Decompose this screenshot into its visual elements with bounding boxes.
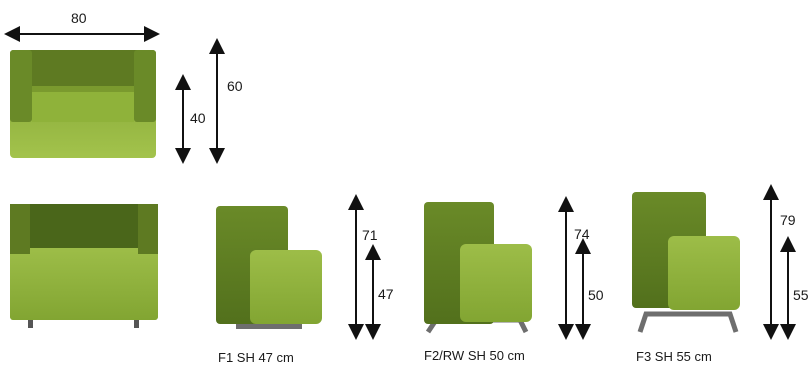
- f3-seat-label: 55: [793, 287, 809, 303]
- f1-seat-label: 47: [378, 286, 394, 302]
- chair-f2-side: [424, 202, 532, 334]
- chair-front-view: [10, 204, 158, 328]
- f1-caption: F1 SH 47 cm: [218, 350, 294, 365]
- f2-caption: F2/RW SH 50 cm: [424, 348, 525, 363]
- chair-top-view: [10, 50, 156, 158]
- chair-f1-side: [216, 206, 322, 329]
- chair-f3-side: [632, 192, 740, 333]
- top-inner-depth-label: 40: [190, 110, 206, 126]
- f2-height-label: 74: [574, 226, 590, 242]
- f2-seat-label: 50: [588, 287, 604, 303]
- f3-caption: F3 SH 55 cm: [636, 349, 712, 364]
- top-width-label: 80: [71, 10, 87, 26]
- f3-height-label: 79: [780, 212, 796, 228]
- top-depth-label: 60: [227, 78, 243, 94]
- f1-height-label: 71: [362, 227, 378, 243]
